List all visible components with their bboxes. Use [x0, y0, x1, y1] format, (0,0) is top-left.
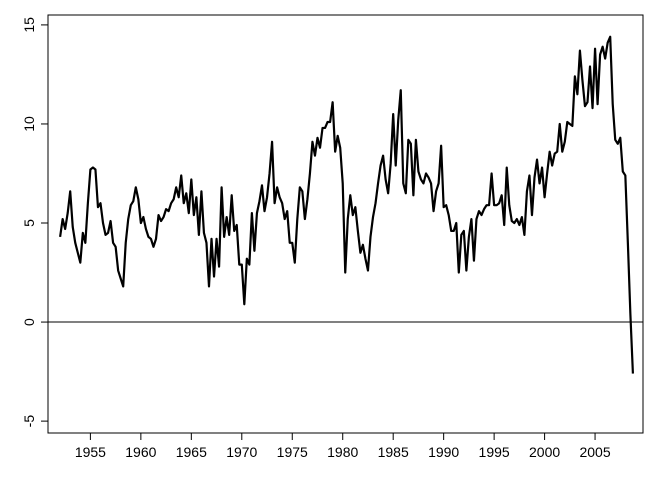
x-tick-label: 1965: [176, 444, 207, 460]
y-tick-label: -5: [21, 415, 37, 428]
x-tick-label: 2000: [529, 444, 560, 460]
data-line: [59, 35, 635, 374]
x-tick-label: 1975: [277, 444, 308, 460]
x-tick-label: 1990: [428, 444, 459, 460]
x-tick-label: 1970: [226, 444, 257, 460]
x-tick-label: 1960: [125, 444, 156, 460]
y-tick-label: 15: [21, 17, 37, 33]
y-tick-label: 0: [21, 318, 37, 326]
plot-frame: [47, 14, 644, 434]
x-tick-label: 1955: [75, 444, 106, 460]
x-tick-label: 2005: [579, 444, 610, 460]
y-tick-label: 10: [21, 116, 37, 132]
x-tick-label: 1980: [327, 444, 358, 460]
y-tick-label: 5: [21, 219, 37, 227]
x-tick-label: 1995: [479, 444, 510, 460]
x-tick-label: 1985: [378, 444, 409, 460]
